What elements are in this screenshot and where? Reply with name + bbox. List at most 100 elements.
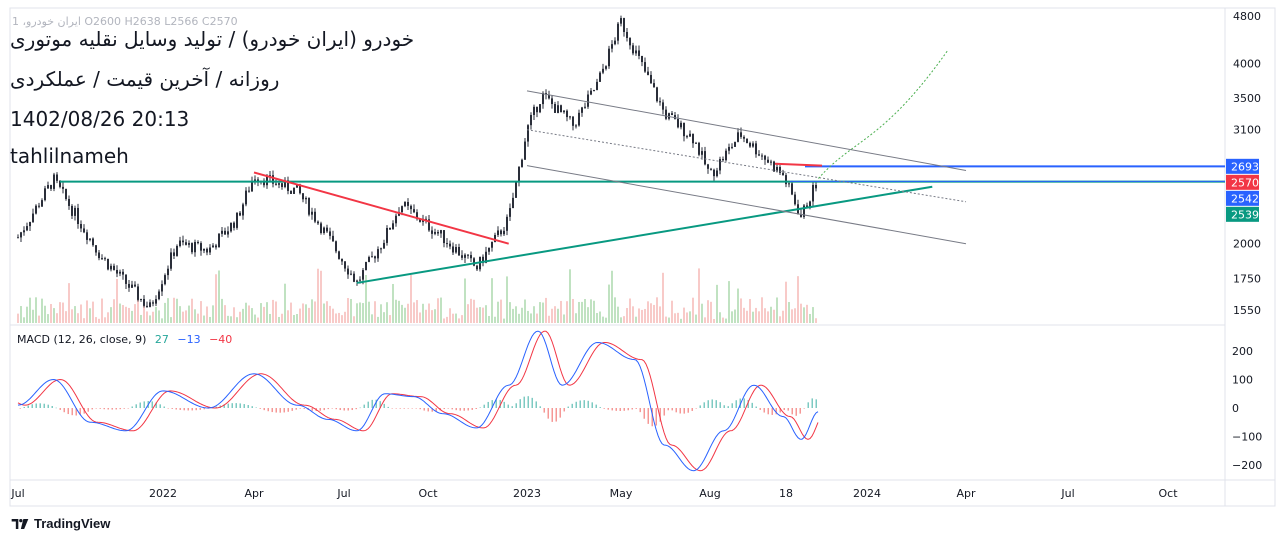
volume-bar: [785, 281, 787, 323]
candle-body: [164, 275, 166, 285]
volume-bar: [311, 299, 313, 323]
volume-bar: [701, 303, 703, 323]
candle-body: [80, 224, 82, 229]
macd-histogram-bar: [539, 406, 541, 408]
macd-histogram-bar: [719, 402, 721, 408]
candle-body: [119, 271, 121, 274]
candle-body: [17, 237, 19, 239]
macd-histogram-bar: [795, 408, 797, 416]
macd-histogram-bar: [171, 408, 173, 409]
macd-histogram-bar: [459, 408, 461, 411]
volume-bar: [503, 318, 505, 323]
volume-bar: [161, 318, 163, 323]
price-axis[interactable]: 4800 4000 3500 3100 2000 1750 1550 2693 2570 2542…: [1226, 10, 1261, 317]
candle-body: [722, 159, 724, 161]
volume-bar: [215, 274, 217, 323]
volume-bar: [149, 315, 151, 323]
macd-histogram-bar: [763, 408, 765, 413]
candle-body: [413, 209, 415, 213]
macd-histogram-bar: [527, 396, 529, 408]
macd-histogram-bar: [815, 399, 817, 408]
volume-bar: [65, 311, 67, 323]
candle-body: [233, 222, 235, 228]
volume-bar: [812, 307, 814, 323]
volume-bar: [335, 313, 337, 323]
candle-body: [794, 194, 796, 205]
candle-body: [755, 143, 757, 155]
tradingview-logo[interactable]: TradingView: [10, 516, 110, 531]
price-badge: [1226, 206, 1259, 222]
macd-histogram-bar: [51, 406, 53, 408]
volume-bar: [596, 313, 598, 323]
candle-body: [473, 258, 475, 266]
drawings[interactable]: [60, 50, 1225, 284]
volume-bar: [611, 270, 613, 323]
macd-histogram-bar: [235, 403, 237, 408]
candle-body: [449, 243, 451, 247]
macd-histogram-bar: [615, 408, 617, 411]
volume-bar: [710, 301, 712, 323]
candle-body: [200, 243, 202, 251]
volume-bar: [401, 304, 403, 323]
candle-body: [575, 125, 577, 127]
macd-histogram-bar: [487, 401, 489, 408]
macd-histogram-bar: [167, 408, 169, 409]
macd-histogram-bar: [443, 408, 445, 410]
candle-body: [815, 184, 817, 189]
volume-bar: [746, 310, 748, 323]
time-axis[interactable]: Jul 2022 Apr Jul Oct 2023 May Aug 18 2024 Apr Jul Oc…: [10, 487, 1178, 500]
macd-histogram-bar: [367, 401, 369, 408]
volume-bar: [47, 314, 49, 323]
candle-body: [125, 274, 127, 284]
macd-histogram-bar: [399, 408, 401, 409]
candle-body: [368, 257, 370, 262]
macd-histogram-bar: [655, 408, 657, 426]
volume-bar: [233, 307, 235, 323]
volume-bar: [173, 297, 175, 323]
candle-body: [50, 185, 52, 189]
volume-bar: [527, 310, 529, 323]
candle-body: [341, 258, 343, 262]
volume-bar: [584, 299, 586, 323]
volume-bar: [506, 276, 508, 323]
candle-body: [602, 68, 604, 73]
volume-bar: [227, 315, 229, 323]
candle-body: [719, 159, 721, 171]
volume-bar: [212, 305, 214, 323]
macd-axis[interactable]: 200 100 0 −100 −200: [1232, 345, 1262, 472]
volume-bar: [191, 298, 193, 323]
volume-bar: [470, 298, 472, 323]
time-tick-label: Oct: [418, 487, 438, 500]
macd-histogram-bar: [131, 406, 133, 408]
macd-tick-label: 200: [1232, 345, 1253, 358]
macd-histogram-bar: [179, 408, 181, 410]
volume-bar: [704, 317, 706, 323]
volume-bar: [467, 304, 469, 323]
candle-body: [185, 242, 187, 245]
candle-body: [590, 90, 592, 95]
volume-bar: [719, 312, 721, 323]
macd-histogram-bar: [59, 408, 61, 410]
macd-histogram-bar: [355, 408, 357, 410]
candle-body: [461, 255, 463, 258]
candle-body: [464, 254, 466, 258]
macd-histogram-bar: [751, 402, 753, 408]
candle-body: [35, 205, 37, 214]
volume-bar: [734, 309, 736, 323]
volume-bar: [602, 316, 604, 323]
volume-bar: [473, 299, 475, 323]
candle-body: [611, 44, 613, 49]
volume-bar: [74, 306, 76, 323]
volume-bar: [605, 317, 607, 323]
macd-histogram-bar: [103, 408, 105, 410]
volume-bar: [776, 297, 778, 323]
macd-histogram-bar: [403, 408, 405, 409]
candle-body: [335, 241, 337, 252]
macd-histogram-bar: [567, 406, 569, 408]
volume-bar: [623, 316, 625, 323]
volume-bar: [815, 318, 817, 323]
macd-histogram-bar: [331, 408, 333, 409]
macd-histogram-bar: [91, 408, 93, 410]
volume-bar: [410, 274, 412, 323]
